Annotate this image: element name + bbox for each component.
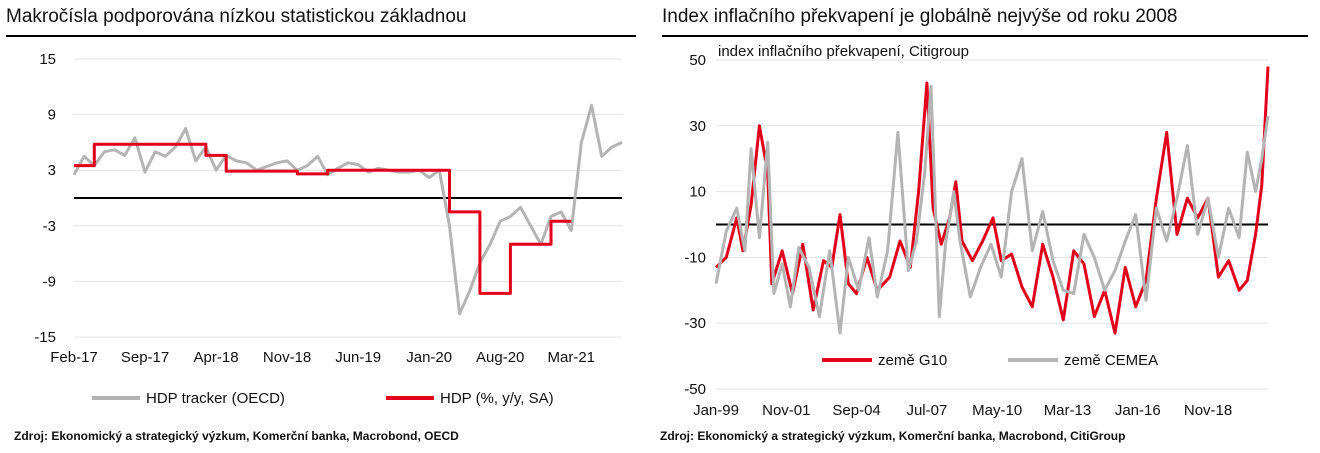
y-tick-label: -50 — [684, 381, 706, 398]
source-note: Zdroj: Ekonomický a strategický výzkum, … — [14, 429, 459, 443]
chart-subtitle: index inflačního překvapení, Citigroup — [718, 43, 969, 60]
x-tick-label: Jan-99 — [693, 402, 739, 419]
chart-title: Index inflačního překvapení je globálně … — [662, 6, 1178, 27]
x-tick-label: Feb-17 — [50, 349, 98, 366]
title-rule — [662, 35, 1308, 37]
x-tick-label: Nov-18 — [263, 349, 311, 366]
x-tick-label: Nov-01 — [762, 402, 810, 419]
y-tick-label: 3 — [48, 162, 56, 179]
title-rule — [6, 35, 636, 37]
x-tick-label: Aug-20 — [476, 349, 524, 366]
legend-label: země G10 — [878, 352, 947, 369]
x-tick-label: Jul-07 — [906, 402, 947, 419]
series-line — [714, 66, 1270, 335]
left-chart-panel: Makročísla podporována nízkou statistick… — [0, 0, 650, 453]
x-tick-label: Apr-18 — [194, 349, 239, 366]
y-tick-label: 15 — [39, 51, 56, 68]
y-tick-label: 50 — [689, 52, 706, 69]
y-tick-label: 10 — [689, 184, 706, 201]
source-note: Zdroj: Ekonomický a strategický výzkum, … — [660, 429, 1126, 443]
x-tick-label: Mar-21 — [548, 349, 596, 366]
x-tick-label: Jan-20 — [406, 349, 452, 366]
right-chart: index inflačního překvapení, Citigroup 50… — [684, 43, 1270, 419]
y-tick-label: 30 — [689, 118, 706, 135]
x-tick-label: May-10 — [972, 402, 1022, 419]
y-tick-label: -9 — [43, 273, 56, 290]
y-tick-label: -15 — [34, 329, 56, 346]
y-tick-label: -3 — [43, 218, 56, 235]
series-line — [714, 84, 1270, 335]
x-tick-label: Mar-13 — [1044, 402, 1092, 419]
series-line — [72, 103, 623, 316]
x-tick-label: Nov-18 — [1184, 402, 1232, 419]
legend-label: země CEMEA — [1064, 352, 1158, 369]
right-chart-panel: Index inflačního překvapení je globálně … — [656, 0, 1320, 453]
y-tick-label: -10 — [684, 249, 706, 266]
x-tick-label: Sep-17 — [121, 349, 169, 366]
legend-label: HDP (%, y/y, SA) — [440, 390, 554, 407]
y-tick-label: 9 — [48, 107, 56, 124]
chart-title: Makročísla podporována nízkou statistick… — [6, 6, 467, 27]
series-line — [74, 142, 572, 295]
legend-label: HDP tracker (OECD) — [146, 390, 285, 407]
x-tick-label: Jan-16 — [1115, 402, 1161, 419]
left-chart: 15 9 3 -3 -9 -15 Feb-17 Sep-17 Apr-18 Nov-18 Jun-1… — [34, 51, 623, 407]
y-tick-label: -30 — [684, 315, 706, 332]
x-tick-label: Jun-19 — [335, 349, 381, 366]
x-tick-label: Sep-04 — [832, 402, 880, 419]
